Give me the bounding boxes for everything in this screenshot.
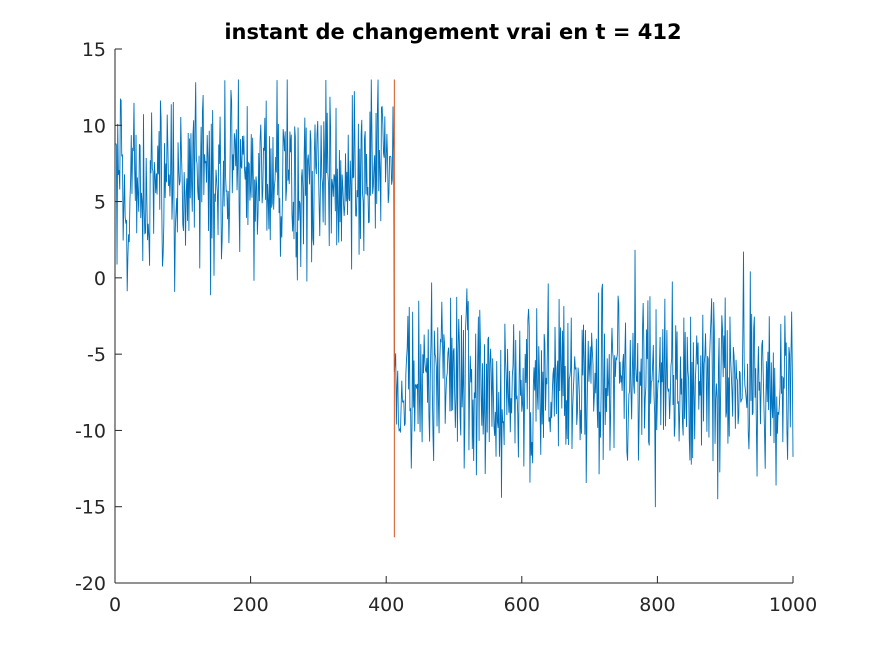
x-tick-label-800: 800 (639, 594, 675, 616)
axes: 0 200 400 600 800 1000 -20 -15 -10 -5 0 5 10 15 (75, 39, 817, 616)
y-tick-label-10: 10 (82, 115, 106, 137)
x-tick-label-600: 600 (504, 594, 540, 616)
x-tick-label-0: 0 (109, 594, 121, 616)
plot-area (115, 79, 794, 538)
y-tick-label--15: -15 (75, 497, 106, 519)
y-tick-label-5: 5 (94, 192, 106, 214)
y-tick-label--10: -10 (75, 420, 106, 442)
x-tick-label-1000: 1000 (769, 594, 817, 616)
series-line-0 (115, 79, 794, 508)
x-tick-label-200: 200 (232, 594, 268, 616)
y-tick-label-15: 15 (82, 39, 106, 61)
y-tick-label--5: -5 (87, 344, 106, 366)
x-tick-label-400: 400 (368, 594, 404, 616)
y-tick-label-0: 0 (94, 268, 106, 290)
chart-title: instant de changement vrai en t = 412 (224, 20, 681, 44)
y-tick-label--20: -20 (75, 573, 106, 595)
